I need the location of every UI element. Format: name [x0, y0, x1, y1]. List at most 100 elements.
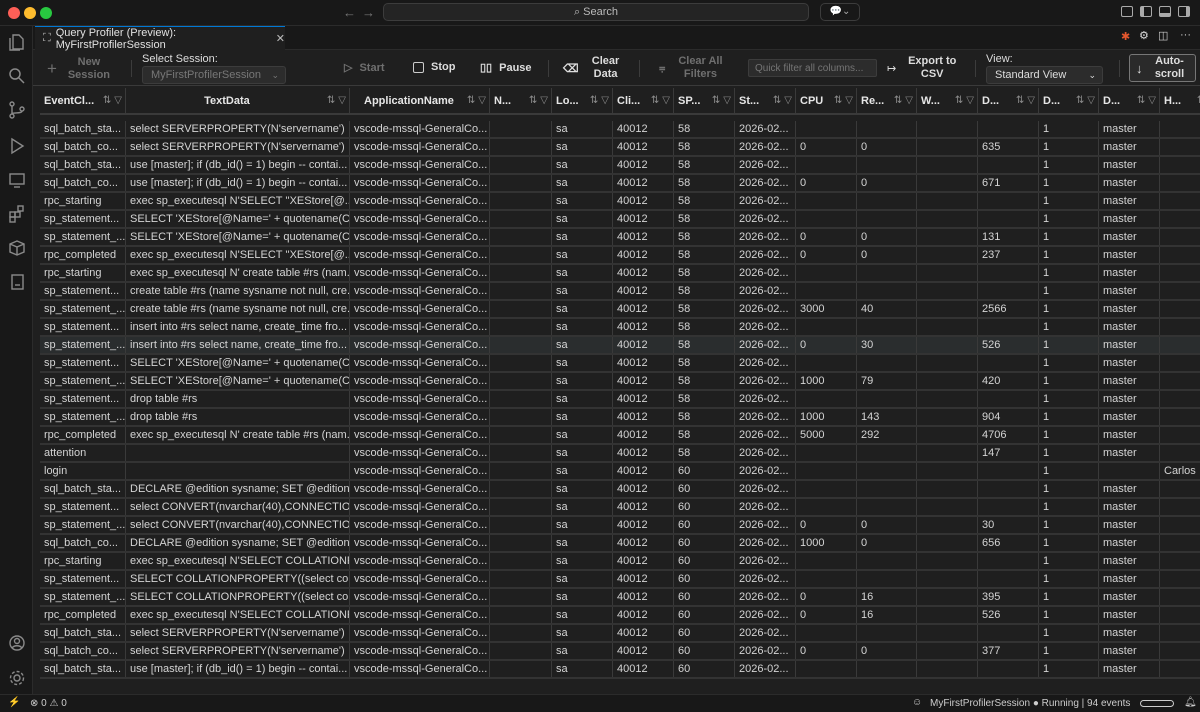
extension-bug-icon[interactable]: ✱: [1121, 31, 1131, 43]
remote-indicator-icon[interactable]: ⚡: [8, 697, 21, 708]
table-row[interactable]: login vscode-mssql-GeneralCo... sa 40012 60 2…: [40, 463, 1200, 481]
notebook-icon[interactable]: [7, 272, 27, 292]
column-header-text-data[interactable]: TextData ⇅ ▽: [126, 88, 350, 115]
filter-icon[interactable]: ▽: [1087, 95, 1095, 106]
source-control-icon[interactable]: [7, 100, 27, 120]
column-header-start-time[interactable]: St... ⇅ ▽: [735, 88, 796, 115]
table-row[interactable]: sp_statement_... SELECT COLLATIONPROPERTY…: [40, 589, 1200, 607]
sort-icon[interactable]: ⇅: [711, 95, 721, 106]
sort-icon[interactable]: ⇅: [833, 95, 843, 106]
remote-explorer-icon[interactable]: [7, 170, 27, 190]
table-row[interactable]: sp_statement_... SELECT 'XEStore[@Name=' …: [40, 373, 1200, 391]
sort-icon[interactable]: ⇅: [528, 95, 538, 106]
column-header-event-class[interactable]: EventCl... ⇅ ▽: [40, 88, 126, 115]
filter-icon[interactable]: ▽: [723, 95, 731, 106]
filter-icon[interactable]: ▽: [966, 95, 974, 106]
table-row[interactable]: rpc_completed exec sp_executesql N'SELECT…: [40, 247, 1200, 265]
table-row[interactable]: sql_batch_co... select SERVERPROPERTY(N's…: [40, 139, 1200, 157]
table-row[interactable]: sql_batch_sta... DECLARE @edition sysname…: [40, 481, 1200, 499]
clear-all-filters-button[interactable]: ⩦ Clear All Filters: [659, 55, 723, 80]
filter-icon[interactable]: ▽: [784, 95, 792, 106]
sort-icon[interactable]: ⇅: [954, 95, 964, 106]
table-row[interactable]: sp_statement_... create table #rs (name s…: [40, 301, 1200, 319]
column-header-client-process-id[interactable]: Cli... ⇅ ▽: [613, 88, 674, 115]
filter-icon[interactable]: ▽: [478, 95, 486, 106]
sort-icon[interactable]: ⇅: [466, 95, 476, 106]
table-row[interactable]: sql_batch_co... DECLARE @edition sysname;…: [40, 535, 1200, 553]
minimize-window-button[interactable]: [24, 7, 36, 19]
sort-icon[interactable]: ⇅: [1015, 95, 1025, 106]
export-csv-button[interactable]: ↦ Export to CSV: [887, 55, 957, 80]
copilot-status-icon[interactable]: ☺: [912, 697, 923, 708]
table-row[interactable]: rpc_starting exec sp_executesql N' create…: [40, 265, 1200, 283]
sort-icon[interactable]: ⇅: [589, 95, 599, 106]
quick-filter-input[interactable]: [748, 59, 877, 77]
notifications-bell-icon[interactable]: 🔔︎: [1184, 697, 1197, 708]
column-header-cpu[interactable]: CPU ⇅ ▽: [796, 88, 857, 115]
clear-data-button[interactable]: ⌫ Clear Data: [563, 55, 620, 80]
column-header-spid[interactable]: SP... ⇅ ▽: [674, 88, 735, 115]
extensions-icon[interactable]: [7, 204, 27, 224]
table-row[interactable]: sp_statement... SELECT 'XEStore[@Name=' +…: [40, 211, 1200, 229]
sort-icon[interactable]: ⇅: [1136, 95, 1146, 106]
new-session-button[interactable]: + New Session: [47, 56, 111, 81]
table-row[interactable]: sql_batch_sta... use [master]; if (db_id(…: [40, 661, 1200, 679]
account-icon[interactable]: [7, 633, 27, 653]
maximize-window-button[interactable]: [40, 7, 52, 19]
run-debug-icon[interactable]: [7, 136, 27, 156]
table-row[interactable]: sp_statement... SELECT COLLATIONPROPERTY(…: [40, 571, 1200, 589]
sort-icon[interactable]: ⇅: [1197, 95, 1200, 106]
table-row[interactable]: sp_statement... select CONVERT(nvarchar(4…: [40, 499, 1200, 517]
copilot-chat-button[interactable]: 💬⌄: [820, 3, 860, 21]
column-header-writes[interactable]: W... ⇅ ▽: [917, 88, 978, 115]
table-row[interactable]: sp_statement_... select CONVERT(nvarchar(…: [40, 517, 1200, 535]
column-header-duration[interactable]: D... ⇅ ▽: [978, 88, 1039, 115]
column-header-host-name[interactable]: H...⇅▽: [1160, 88, 1200, 115]
column-header-database-name[interactable]: D... ⇅ ▽: [1099, 88, 1160, 115]
column-header-nt-user-name[interactable]: N... ⇅ ▽: [490, 88, 552, 115]
column-header-application-name[interactable]: ApplicationName ⇅ ▽: [350, 88, 490, 115]
table-row[interactable]: sp_statement... create table #rs (name sy…: [40, 283, 1200, 301]
table-row[interactable]: sp_statement_... SELECT 'XEStore[@Name=' …: [40, 229, 1200, 247]
toggle-primary-sidebar-icon[interactable]: [1140, 6, 1152, 17]
toggle-secondary-sidebar-icon[interactable]: [1178, 6, 1190, 17]
table-row[interactable]: sp_statement_... drop table #rs vscode-mss…: [40, 409, 1200, 427]
sort-icon[interactable]: ⇅: [650, 95, 660, 106]
customize-layout-icon[interactable]: [1121, 6, 1133, 17]
split-editor-icon[interactable]: ◫: [1158, 30, 1169, 42]
table-row[interactable]: rpc_starting exec sp_executesql N'SELECT …: [40, 553, 1200, 571]
filter-icon[interactable]: ▽: [905, 95, 913, 106]
filter-icon[interactable]: ▽: [1027, 95, 1035, 106]
sort-icon[interactable]: ⇅: [102, 95, 112, 106]
openai-icon[interactable]: ⚙: [1139, 30, 1149, 42]
table-row[interactable]: sql_batch_co... select SERVERPROPERTY(N's…: [40, 643, 1200, 661]
auto-scroll-toggle[interactable]: ↓ Auto-scroll: [1129, 54, 1196, 82]
profiler-session-status[interactable]: MyFirstProfilerSession ● Running | 94 ev…: [930, 698, 1131, 709]
sort-icon[interactable]: ⇅: [893, 95, 903, 106]
column-header-login-name[interactable]: Lo... ⇅ ▽: [552, 88, 613, 115]
close-tab-icon[interactable]: ✕: [275, 33, 285, 45]
tab-query-profiler[interactable]: ⛶ Query Profiler (Preview): MyFirstProfi…: [35, 26, 285, 51]
filter-icon[interactable]: ▽: [1148, 95, 1156, 106]
table-row[interactable]: sp_statement... drop table #rs vscode-mssq…: [40, 391, 1200, 409]
column-header-database-id[interactable]: D... ⇅ ▽: [1039, 88, 1099, 115]
forward-arrow-icon[interactable]: →: [362, 5, 375, 20]
table-row[interactable]: sql_batch_co... use [master]; if (db_id()…: [40, 175, 1200, 193]
table-row[interactable]: sp_statement... SELECT 'XEStore[@Name=' +…: [40, 355, 1200, 373]
search-icon[interactable]: [7, 66, 27, 86]
back-arrow-icon[interactable]: ←: [343, 5, 356, 20]
filter-icon[interactable]: ▽: [540, 95, 548, 106]
table-row[interactable]: sp_statement_... insert into #rs select n…: [40, 337, 1200, 355]
more-actions-icon[interactable]: ···: [1180, 29, 1191, 41]
database-icon[interactable]: [7, 238, 27, 258]
problems-indicator[interactable]: ⊗ 0 ⚠ 0: [30, 698, 67, 709]
column-header-reads[interactable]: Re... ⇅ ▽: [857, 88, 917, 115]
pause-button[interactable]: ▯▯ Pause: [480, 61, 532, 75]
sort-icon[interactable]: ⇅: [1075, 95, 1085, 106]
sort-icon[interactable]: ⇅: [772, 95, 782, 106]
explorer-icon[interactable]: [7, 32, 27, 52]
sort-icon[interactable]: ⇅: [326, 95, 336, 106]
table-row[interactable]: attention vscode-mssql-GeneralCo... sa 4001…: [40, 445, 1200, 463]
filter-icon[interactable]: ▽: [845, 95, 853, 106]
table-row[interactable]: rpc_completed exec sp_executesql N'SELECT…: [40, 607, 1200, 625]
